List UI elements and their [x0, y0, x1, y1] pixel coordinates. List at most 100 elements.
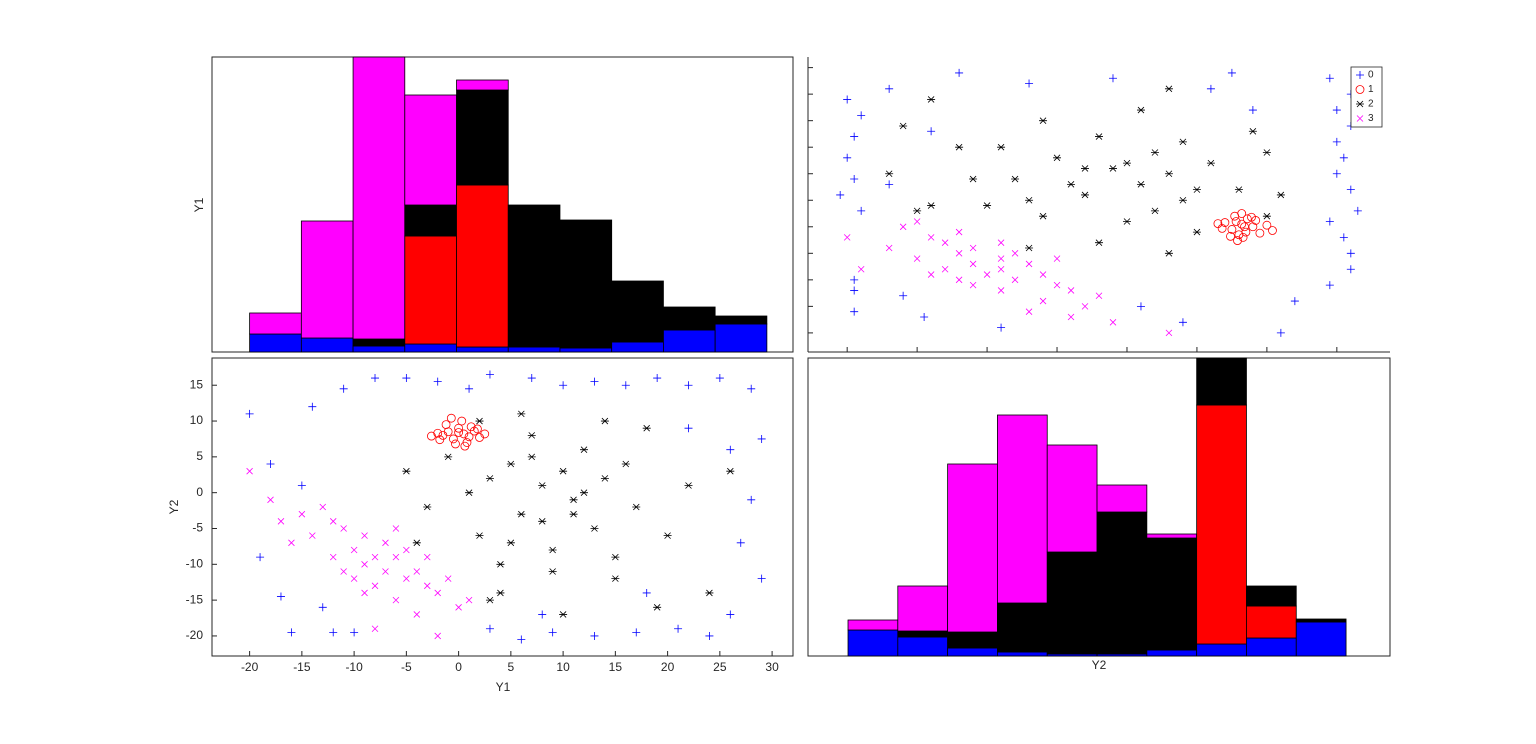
- x-tick-label: 10: [556, 660, 570, 674]
- point: [559, 381, 568, 390]
- histogram-bar: [507, 346, 561, 353]
- point: [1220, 218, 1230, 227]
- point: [548, 546, 557, 554]
- histogram-bar: [847, 629, 899, 657]
- point: [298, 510, 306, 518]
- point: [1262, 212, 1271, 220]
- point: [997, 239, 1005, 246]
- point: [446, 413, 456, 423]
- histogram-bar: [300, 337, 354, 353]
- point: [340, 568, 347, 575]
- point: [1136, 106, 1145, 114]
- point: [1067, 313, 1075, 321]
- point: [1234, 186, 1243, 193]
- point: [590, 377, 599, 386]
- point: [997, 255, 1005, 262]
- histogram-bar: [1295, 621, 1347, 657]
- histogram-bar: [1146, 533, 1198, 539]
- x-axis-label: Y1: [496, 680, 511, 694]
- histogram-bar: [663, 306, 716, 331]
- point: [927, 96, 936, 103]
- point: [444, 453, 453, 461]
- point: [382, 568, 389, 575]
- point: [1164, 85, 1173, 93]
- point: [1164, 170, 1173, 178]
- point: [983, 271, 991, 278]
- point: [969, 281, 977, 289]
- point: [590, 525, 599, 532]
- point: [1178, 196, 1187, 204]
- histogram-bar: [947, 647, 998, 657]
- point: [527, 432, 536, 439]
- point: [757, 574, 766, 583]
- x-tick-label: 5: [508, 660, 515, 674]
- point: [361, 561, 368, 568]
- point: [843, 95, 852, 104]
- point: [527, 453, 536, 461]
- point: [843, 153, 852, 162]
- point: [1136, 181, 1145, 188]
- histogram-bar: [1146, 649, 1198, 657]
- histogram-bar: [559, 347, 613, 353]
- point: [350, 575, 358, 582]
- point: [1346, 249, 1355, 258]
- point: [527, 374, 536, 383]
- point: [1108, 74, 1117, 83]
- point: [736, 538, 745, 547]
- point: [1067, 287, 1075, 294]
- histogram-bar: [1246, 605, 1297, 639]
- point: [955, 68, 964, 77]
- point: [1332, 106, 1341, 115]
- point: [569, 510, 578, 518]
- point: [653, 374, 662, 383]
- point: [590, 631, 599, 640]
- point: [843, 234, 851, 241]
- point: [413, 611, 421, 618]
- point: [1346, 185, 1355, 194]
- point: [329, 518, 337, 525]
- point: [427, 431, 436, 441]
- legend-marker: [1356, 115, 1364, 122]
- point: [308, 402, 317, 411]
- point: [256, 553, 265, 562]
- point: [1109, 319, 1117, 326]
- point: [1268, 226, 1277, 235]
- point: [465, 384, 474, 393]
- point: [392, 596, 400, 604]
- point: [423, 503, 432, 511]
- point: [1095, 239, 1103, 246]
- point: [361, 532, 368, 539]
- point: [1025, 79, 1034, 88]
- histogram-bar: [1046, 551, 1098, 655]
- histogram-bar: [1246, 585, 1297, 607]
- point: [674, 624, 683, 633]
- point: [632, 503, 641, 511]
- point: [899, 122, 908, 130]
- point: [460, 441, 470, 451]
- point: [277, 518, 285, 525]
- point: [941, 239, 949, 246]
- point: [927, 234, 935, 241]
- point: [913, 255, 921, 262]
- point: [1108, 165, 1117, 172]
- x-tick-label: -20: [241, 660, 259, 674]
- y-tick-label: -20: [186, 628, 204, 642]
- histogram-bar: [1146, 537, 1198, 651]
- point: [1353, 206, 1362, 215]
- point: [1081, 165, 1090, 172]
- x-tick-label: -15: [293, 660, 311, 674]
- point: [288, 539, 295, 547]
- point: [1081, 303, 1089, 310]
- point: [850, 175, 859, 184]
- point: [857, 265, 865, 273]
- point: [885, 180, 894, 189]
- point: [715, 374, 724, 383]
- point: [485, 475, 494, 482]
- point: [329, 553, 337, 561]
- y-tick-label: -15: [186, 592, 204, 606]
- histogram-bar: [1096, 511, 1148, 655]
- point: [1164, 250, 1173, 257]
- point: [757, 434, 766, 443]
- x-tick-label: 20: [661, 660, 675, 674]
